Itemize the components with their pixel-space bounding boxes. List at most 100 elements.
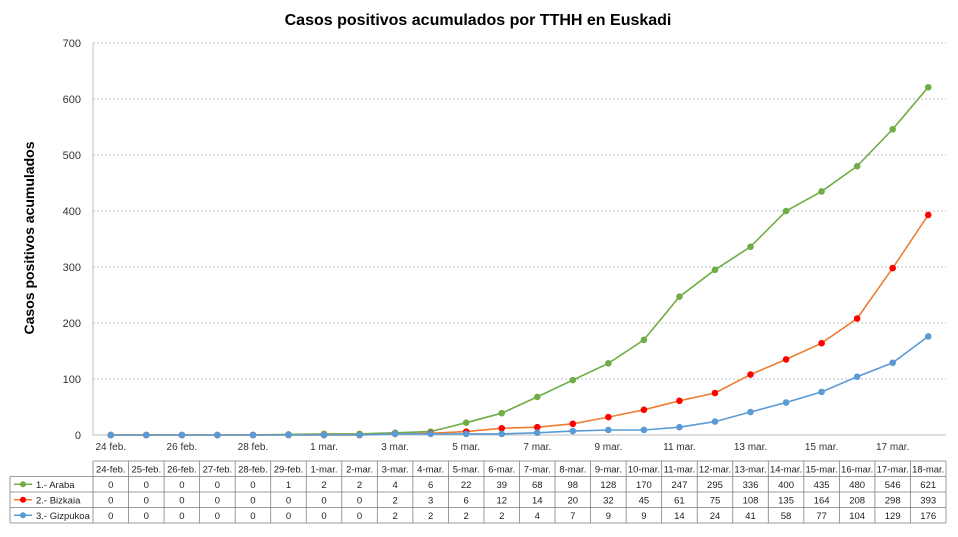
table-value-cell: 0 — [215, 480, 220, 491]
table-value-cell: 0 — [179, 511, 184, 522]
chart-title: Casos positivos acumulados por TTHH en E… — [285, 12, 672, 29]
table-header-cell: 29-feb. — [274, 465, 304, 476]
table-value-cell: 0 — [321, 495, 326, 506]
data-point — [427, 430, 434, 438]
data-point — [924, 333, 932, 340]
data-point — [853, 315, 861, 322]
data-point — [818, 188, 825, 195]
table-value-cell: 0 — [321, 511, 326, 522]
table-value-cell: 2 — [357, 480, 362, 491]
table-value-cell: 4 — [392, 480, 397, 491]
table-header-cell: 5-mar. — [453, 465, 480, 476]
table-value-cell: 0 — [215, 511, 220, 522]
data-point — [569, 427, 577, 435]
table-value-cell: 2 — [392, 511, 397, 522]
x-tick-label: 28 feb. — [238, 442, 269, 453]
table-header-cell: 25-feb. — [132, 465, 162, 476]
data-point — [569, 420, 577, 428]
table-value-cell: 7 — [570, 511, 575, 522]
data-point — [498, 424, 506, 432]
table-header-cell: 13-mar. — [734, 465, 766, 476]
table-header-cell: 7-mar. — [524, 465, 551, 476]
data-point — [747, 408, 754, 416]
x-tick-label: 9 mar. — [594, 442, 622, 453]
table-value-cell: 61 — [674, 495, 685, 506]
table-header-cell: 6-mar. — [488, 465, 515, 476]
table-value-cell: 176 — [920, 511, 936, 522]
y-axis-title: Casos positivos acumulados — [21, 141, 37, 334]
table-value-cell: 0 — [179, 495, 184, 506]
table-value-cell: 0 — [286, 495, 291, 506]
table-value-cell: 41 — [745, 511, 756, 522]
data-point — [711, 266, 719, 274]
table-header-cell: 17-mar. — [877, 465, 909, 476]
data-point — [924, 83, 932, 91]
table-value-cell: 0 — [215, 495, 220, 506]
data-point — [498, 409, 506, 417]
series-line — [110, 335, 929, 436]
table-value-cell: 0 — [286, 511, 291, 522]
table-value-cell: 170 — [636, 480, 652, 491]
table-value-cell: 128 — [600, 480, 616, 491]
table-value-cell: 77 — [816, 511, 827, 522]
data-point — [924, 211, 932, 219]
table-value-cell: 621 — [920, 480, 936, 491]
x-tick-label: 7 mar. — [523, 442, 551, 453]
table-value-cell: 400 — [778, 480, 794, 491]
series-line — [110, 86, 929, 436]
data-point — [605, 360, 612, 367]
data-point — [747, 371, 754, 378]
x-axis-ticks: 24 feb. 26 feb. 28 feb. 1 mar. 3 mar. 5 mar. 7… — [95, 442, 909, 453]
table-value-cell: 247 — [672, 480, 688, 491]
table-value-cell: 129 — [885, 511, 901, 522]
table-header-cell: 1-mar. — [311, 465, 338, 476]
table-value-cell: 2 — [321, 480, 326, 491]
data-point — [853, 373, 861, 381]
table-value-cell: 0 — [144, 495, 149, 506]
legend-marker — [20, 481, 26, 488]
y-tick-label: 200 — [63, 318, 81, 330]
table-value-cell: 14 — [532, 495, 543, 506]
legend-label: 2.- Bizkaia — [36, 495, 81, 506]
table-header-cell: 2-mar. — [346, 465, 373, 476]
table-value-cell: 164 — [814, 495, 830, 506]
data-point — [533, 423, 541, 431]
table-value-cell: 0 — [357, 511, 362, 522]
x-tick-label: 11 mar. — [663, 442, 696, 453]
data-point — [320, 431, 328, 439]
table-value-cell: 3 — [428, 495, 433, 506]
table-value-cell: 0 — [108, 495, 113, 506]
table-header-cell: 9-mar. — [595, 465, 622, 476]
series-line — [110, 214, 929, 436]
data-point — [782, 399, 790, 406]
data-point — [569, 376, 577, 384]
gridlines — [92, 42, 946, 436]
data-point — [782, 207, 790, 215]
table-value-cell: 24 — [710, 511, 721, 522]
legend-label: 1.- Araba — [36, 480, 75, 491]
table-value-cell: 2 — [392, 495, 397, 506]
table-value-cell: 22 — [461, 480, 472, 491]
table-value-cell: 336 — [743, 480, 759, 491]
data-point — [747, 243, 754, 251]
legend-label: 3.- Gizpukoa — [36, 511, 91, 522]
x-tick-label: 24 feb. — [95, 442, 126, 453]
table-value-cell: 20 — [568, 495, 579, 506]
table-value-cell: 9 — [641, 511, 646, 522]
table-value-cell: 0 — [250, 480, 255, 491]
data-point — [214, 431, 221, 439]
x-tick-label: 5 mar. — [452, 442, 480, 453]
data-point — [391, 430, 399, 438]
data-point — [853, 162, 861, 170]
x-tick-label: 17 mar. — [876, 442, 909, 453]
table-value-cell: 4 — [535, 511, 540, 522]
table-header-cell: 4-mar. — [417, 465, 444, 476]
table-value-cell: 14 — [674, 511, 685, 522]
table-value-cell: 546 — [885, 480, 901, 491]
table-value-cell: 435 — [814, 480, 830, 491]
table-header-cell: 14-mar. — [770, 465, 802, 476]
y-tick-label: 600 — [63, 94, 81, 106]
table-header-cell: 3-mar. — [382, 465, 409, 476]
table-value-cell: 39 — [496, 480, 507, 491]
